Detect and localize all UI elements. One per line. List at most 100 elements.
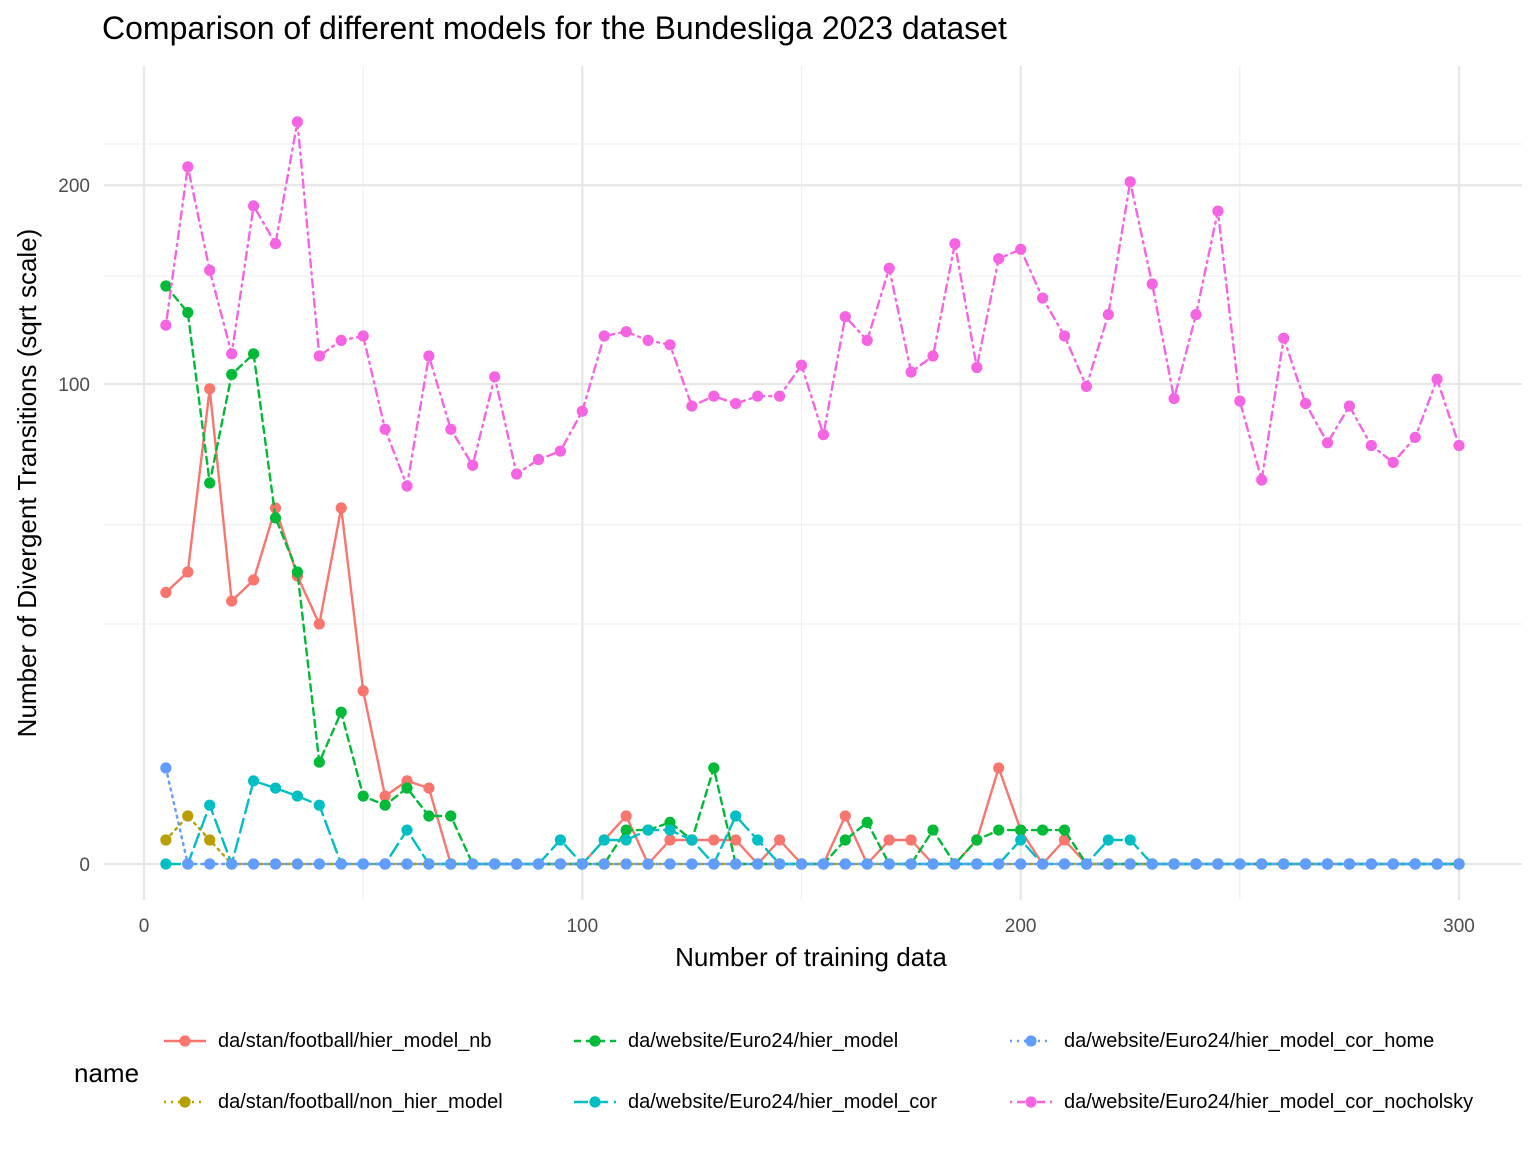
series-line [164, 120, 1461, 488]
series-line [164, 284, 1461, 866]
data-point [664, 858, 676, 870]
legend-key-point [179, 1035, 191, 1047]
data-point [949, 858, 961, 870]
data-point [1431, 373, 1443, 385]
data-point [510, 468, 523, 480]
data-point [160, 280, 172, 292]
data-point [357, 790, 369, 802]
data-point [883, 262, 895, 274]
data-point [445, 858, 457, 870]
data-point [1234, 395, 1246, 407]
data-point [1409, 858, 1421, 870]
data-point [905, 858, 917, 870]
data-point [1453, 439, 1465, 452]
data-point [576, 858, 588, 870]
data-point [861, 334, 873, 346]
data-point [839, 834, 851, 846]
data-point [532, 453, 545, 466]
data-point [1300, 858, 1312, 870]
data-point [795, 359, 808, 371]
legend: name da/stan/football/hier_model_nb da/s… [0, 1010, 1536, 1140]
data-point [1343, 858, 1355, 870]
legend-key-icon [574, 1035, 616, 1047]
data-point [708, 762, 720, 774]
data-point [1168, 393, 1180, 405]
data-point [204, 834, 216, 846]
data-point [620, 326, 632, 338]
data-point [160, 834, 172, 846]
data-point [642, 858, 654, 870]
data-point [269, 512, 282, 524]
data-point [883, 858, 895, 870]
y-tick-label: 200 [58, 176, 90, 197]
data-point [204, 477, 216, 489]
data-point [269, 502, 282, 514]
data-point [182, 306, 194, 319]
data-point [423, 782, 435, 794]
data-point [839, 810, 851, 822]
data-point [1102, 309, 1114, 321]
data-point [993, 858, 1005, 870]
data-point [1212, 205, 1224, 217]
line-chart: 0 100 200 300 0 100 200 Number of traini… [12, 66, 1522, 972]
data-point [1015, 243, 1027, 255]
data-point [1015, 824, 1027, 836]
data-point [357, 858, 369, 870]
data-point [1387, 456, 1399, 468]
data-point [248, 200, 260, 212]
data-point [1453, 858, 1465, 870]
data-point [335, 858, 347, 870]
legend-label: da/stan/football/hier_model_nb [218, 1030, 492, 1052]
data-point [1015, 858, 1027, 870]
data-point [1168, 858, 1180, 870]
data-point [993, 762, 1005, 774]
data-point [445, 423, 457, 435]
data-point [269, 782, 282, 794]
data-point [445, 810, 457, 822]
x-tick-label: 200 [1005, 916, 1037, 937]
data-point [1124, 834, 1136, 846]
legend-label: da/stan/football/non_hier_model [218, 1091, 503, 1113]
data-point [335, 334, 347, 346]
data-point [774, 834, 786, 846]
y-tick-label: 0 [79, 855, 90, 876]
data-point [226, 858, 238, 870]
data-point [182, 566, 194, 578]
data-point [839, 311, 851, 323]
data-point [1409, 431, 1421, 443]
data-point [752, 858, 764, 870]
data-point [1124, 176, 1136, 188]
data-point [598, 834, 610, 846]
data-point [774, 390, 786, 402]
data-point [1037, 292, 1049, 304]
data-point [1146, 858, 1158, 870]
data-point [1102, 834, 1114, 846]
data-point [730, 858, 742, 870]
data-point [248, 858, 260, 870]
x-tick-label: 100 [566, 916, 598, 937]
data-point [248, 775, 260, 787]
data-point [620, 824, 632, 836]
data-point [401, 858, 413, 870]
data-point [269, 238, 282, 250]
data-point [379, 799, 391, 811]
legend-key-point [1025, 1035, 1037, 1047]
legend-item: da/website/Euro24/hier_model_cor [572, 1085, 937, 1119]
data-point [423, 810, 435, 822]
data-point [160, 319, 172, 331]
data-point [423, 858, 435, 870]
data-point [949, 238, 961, 250]
data-point [971, 858, 983, 870]
data-point [401, 480, 413, 492]
data-point [752, 834, 764, 846]
data-point [554, 858, 567, 870]
legend-item: da/stan/football/non_hier_model [162, 1085, 503, 1119]
grid-lines [104, 66, 1522, 900]
data-point [905, 366, 917, 378]
data-point [467, 858, 479, 870]
data-point [905, 834, 917, 846]
data-point [379, 423, 391, 435]
data-point [971, 361, 983, 374]
data-point [686, 400, 698, 412]
data-point [708, 858, 720, 870]
